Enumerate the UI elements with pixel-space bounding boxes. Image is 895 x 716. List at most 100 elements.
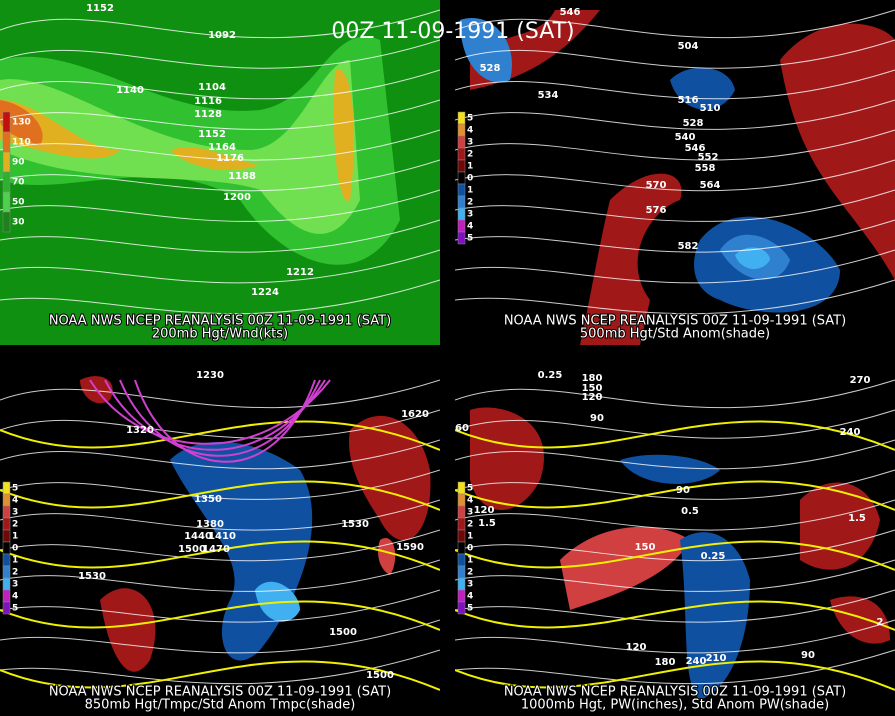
legend-label: 110 <box>12 138 31 148</box>
legend-label: 1 <box>467 556 473 566</box>
contour-line <box>0 379 440 409</box>
contour-label: 540 <box>675 132 696 143</box>
legend-swatch <box>2 517 11 531</box>
anomaly-shade <box>560 526 690 610</box>
legend-swatch <box>457 577 466 591</box>
contour-line <box>0 129 440 161</box>
contour-label: 150 <box>635 542 656 553</box>
contour-line <box>0 499 440 531</box>
contour-line <box>0 649 440 685</box>
contour-line <box>455 409 895 439</box>
legend-swatch <box>457 565 466 579</box>
legend-swatch <box>2 171 11 193</box>
contour-label: 1500 <box>366 670 394 681</box>
anomaly-shade <box>100 588 156 672</box>
legend-swatch <box>2 553 11 567</box>
legend-swatch <box>457 147 466 161</box>
contour-line <box>455 660 895 691</box>
legend-label: 4 <box>467 496 473 506</box>
legend-label: 1 <box>12 532 18 542</box>
legend-label: 2 <box>12 568 18 578</box>
contour-line <box>455 619 895 654</box>
contour-line <box>455 600 895 631</box>
legend-label: 4 <box>467 126 473 136</box>
contour-label: 558 <box>695 163 716 174</box>
legend-label: 0 <box>467 174 473 184</box>
contour-label: 528 <box>683 118 704 129</box>
contour-label: 1.5 <box>848 513 866 524</box>
contour-label: 504 <box>678 41 699 52</box>
contour-line <box>0 439 440 470</box>
legend-label: 50 <box>12 198 25 208</box>
contour-line <box>455 559 895 592</box>
legend-label: 3 <box>467 138 473 148</box>
contour-label: 1128 <box>194 109 222 120</box>
legend-swatch <box>457 589 466 603</box>
legend-label: 1 <box>467 532 473 542</box>
contour-label: 1092 <box>208 30 236 41</box>
contour-label: 180 <box>655 657 676 668</box>
contour-line <box>0 469 440 500</box>
contour-label: 270 <box>850 375 871 386</box>
contour-line <box>0 159 440 192</box>
legend-swatch <box>457 517 466 531</box>
legend-swatch <box>457 601 466 615</box>
legend-label: 3 <box>12 580 18 590</box>
contour-label: 1410 <box>208 531 236 542</box>
legend-swatch <box>457 135 466 149</box>
legend-swatch <box>2 589 11 603</box>
contour-line <box>0 540 440 571</box>
contour-line <box>455 99 895 130</box>
contour-label: 210 <box>706 653 727 664</box>
legend-label: 4 <box>467 222 473 232</box>
anomaly-shade <box>680 532 750 700</box>
legend-swatch <box>2 541 11 555</box>
contour-line <box>455 469 895 500</box>
panel: 1230132013501380144014101500147015301530… <box>0 370 440 716</box>
contour-label: 510 <box>700 103 721 114</box>
contour-label: 90 <box>590 413 604 424</box>
contour-line <box>134 379 316 463</box>
contour-label: 1116 <box>194 96 222 107</box>
legend-swatch <box>457 111 466 125</box>
contour-label: 546 <box>560 7 581 18</box>
page-title: 00Z 11-09-1991 (SAT) <box>331 19 574 44</box>
legend-label: 5 <box>467 604 473 614</box>
legend-swatch <box>457 219 466 233</box>
legend-label: 70 <box>12 178 25 188</box>
contour-line <box>0 249 440 284</box>
contour-label: 1500 <box>178 544 206 555</box>
contour-line <box>0 69 440 100</box>
legend-label: 2 <box>467 150 473 160</box>
legend-label: 2 <box>467 568 473 578</box>
contour-label: 0.25 <box>538 370 563 381</box>
contour-label: 0.25 <box>701 551 726 562</box>
legend-label: 1 <box>467 186 473 196</box>
legend-label: 1 <box>12 556 18 566</box>
panel-caption: 1000mb Hgt, PW(inches), Std Anom PW(shad… <box>521 698 829 713</box>
contour-line <box>455 589 895 623</box>
legend-label: 4 <box>12 592 18 602</box>
contour-label: 1620 <box>401 409 429 420</box>
contour-line <box>455 279 895 315</box>
legend-label: 30 <box>12 218 25 228</box>
legend-label: 4 <box>12 496 18 506</box>
contour-label: 1140 <box>116 85 144 96</box>
legend-swatch <box>457 183 466 197</box>
legend-label: 1 <box>467 162 473 172</box>
contour-line <box>89 379 331 445</box>
legend-label: 2 <box>467 520 473 530</box>
legend-swatch <box>457 553 466 567</box>
contour-label: 2 <box>877 617 884 628</box>
legend-swatch <box>457 207 466 221</box>
legend-label: 5 <box>467 234 473 244</box>
legend-swatch <box>457 231 466 245</box>
contour-label: 120 <box>474 505 495 516</box>
contour-label: 240 <box>686 656 707 667</box>
anomaly-shade <box>333 68 355 202</box>
legend-label: 5 <box>12 604 18 614</box>
panel-header: NOAA NWS NCEP REANALYSIS 00Z 11-09-1991 … <box>504 685 846 700</box>
contour-line <box>0 600 440 631</box>
